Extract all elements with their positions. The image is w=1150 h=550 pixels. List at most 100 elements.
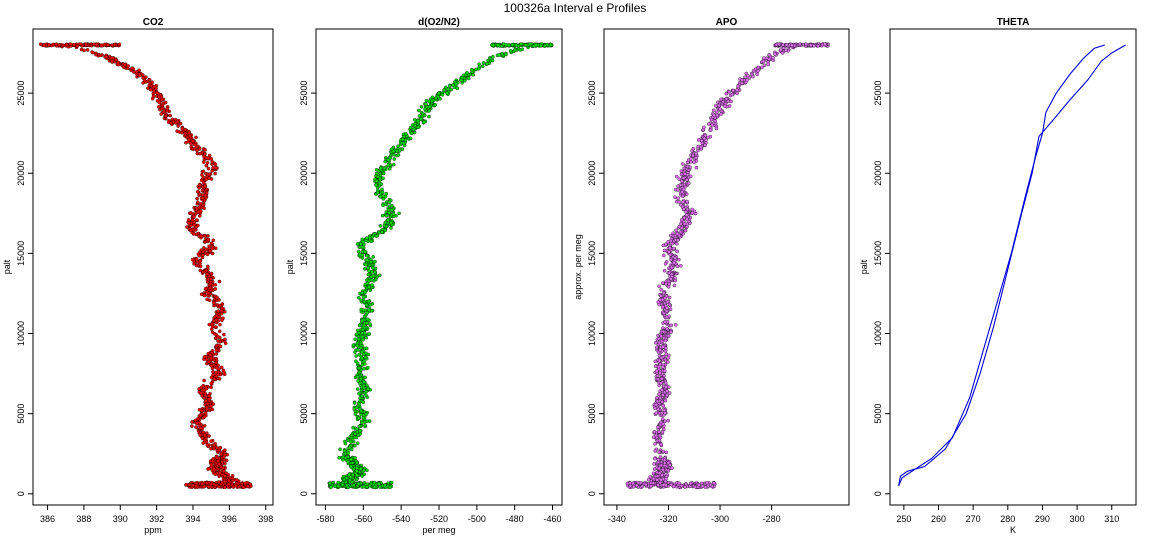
data-point (360, 334, 365, 339)
data-point (345, 483, 349, 488)
data-point (760, 65, 764, 70)
data-point (392, 157, 397, 161)
data-point (396, 144, 400, 148)
data-point (663, 338, 668, 343)
data-point (343, 456, 348, 460)
data-point (657, 471, 662, 475)
data-point (204, 399, 208, 403)
data-point (661, 253, 666, 258)
data-point (340, 482, 345, 487)
data-point (445, 91, 449, 95)
data-point (209, 375, 214, 380)
data-point (667, 295, 672, 300)
data-point (675, 232, 680, 236)
data-point (210, 169, 214, 173)
data-point (214, 317, 219, 322)
data-point (354, 477, 359, 482)
data-point (198, 250, 202, 254)
data-point (392, 162, 396, 167)
data-point (211, 467, 216, 471)
data-point (338, 447, 342, 452)
data-point (390, 203, 394, 208)
data-point (660, 411, 664, 416)
x-tick-label: 280 (1000, 514, 1015, 524)
data-point (134, 71, 139, 76)
y-tick-label: 20000 (873, 161, 883, 186)
y-tick-label: 15000 (873, 241, 883, 266)
data-point (756, 65, 761, 70)
data-point (168, 113, 172, 118)
data-point (685, 178, 689, 182)
data-point (205, 252, 210, 257)
data-point (163, 100, 168, 105)
y-tick-label: 5000 (873, 404, 883, 424)
data-point (361, 383, 366, 388)
data-point (378, 273, 382, 278)
data-point (408, 136, 413, 141)
data-point (187, 482, 192, 487)
panel-0: CO2 386 388 390 392 394 396 398 0 5000 10000 15000 2… (2, 17, 274, 535)
data-point (142, 78, 147, 83)
data-point (208, 352, 212, 357)
x-tick-label: 270 (966, 514, 981, 524)
data-point (410, 123, 415, 127)
data-point (675, 249, 679, 254)
data-point (655, 399, 660, 404)
data-point (644, 482, 648, 487)
data-point (672, 246, 676, 251)
data-point (205, 443, 210, 447)
data-point (341, 474, 346, 479)
data-point (223, 461, 227, 466)
data-point (42, 43, 46, 48)
data-point (430, 95, 435, 100)
data-point (694, 165, 699, 170)
data-point (666, 468, 671, 473)
data-point (202, 484, 206, 489)
data-point (688, 157, 693, 161)
data-point (409, 131, 414, 135)
data-point (664, 315, 669, 320)
data-point (673, 256, 677, 260)
data-point (203, 193, 208, 198)
x-tick-label: -520 (430, 514, 448, 524)
data-point (349, 464, 353, 469)
data-point (360, 474, 364, 478)
data-point (176, 124, 180, 128)
data-point (736, 84, 740, 89)
data-point (714, 126, 719, 131)
data-point (223, 337, 227, 342)
data-point (195, 196, 199, 201)
data-point (230, 483, 235, 488)
data-point (374, 168, 379, 172)
data-point (657, 430, 661, 434)
data-point (663, 398, 668, 403)
data-point (378, 166, 383, 171)
data-point (214, 313, 219, 318)
data-point (375, 190, 380, 195)
data-point (152, 88, 156, 93)
data-point (688, 481, 693, 486)
data-point (213, 287, 218, 291)
data-point (703, 485, 708, 489)
data-point (711, 108, 716, 113)
data-point (51, 42, 55, 47)
data-point (404, 132, 408, 136)
data-point (64, 42, 69, 47)
data-point (109, 56, 114, 60)
data-point (808, 43, 813, 47)
data-point (217, 462, 221, 467)
data-point (202, 355, 207, 359)
data-point (692, 160, 696, 164)
data-point (402, 141, 406, 146)
data-point (702, 136, 707, 141)
data-point (144, 75, 148, 79)
data-point (378, 194, 383, 199)
data-point (662, 458, 667, 463)
data-point (667, 385, 671, 389)
data-point (366, 352, 371, 357)
data-point (367, 419, 372, 423)
data-point (440, 93, 445, 97)
y-tick-label: 15000 (299, 241, 309, 266)
y-axis-label: palt (2, 259, 12, 274)
data-point (396, 153, 401, 157)
